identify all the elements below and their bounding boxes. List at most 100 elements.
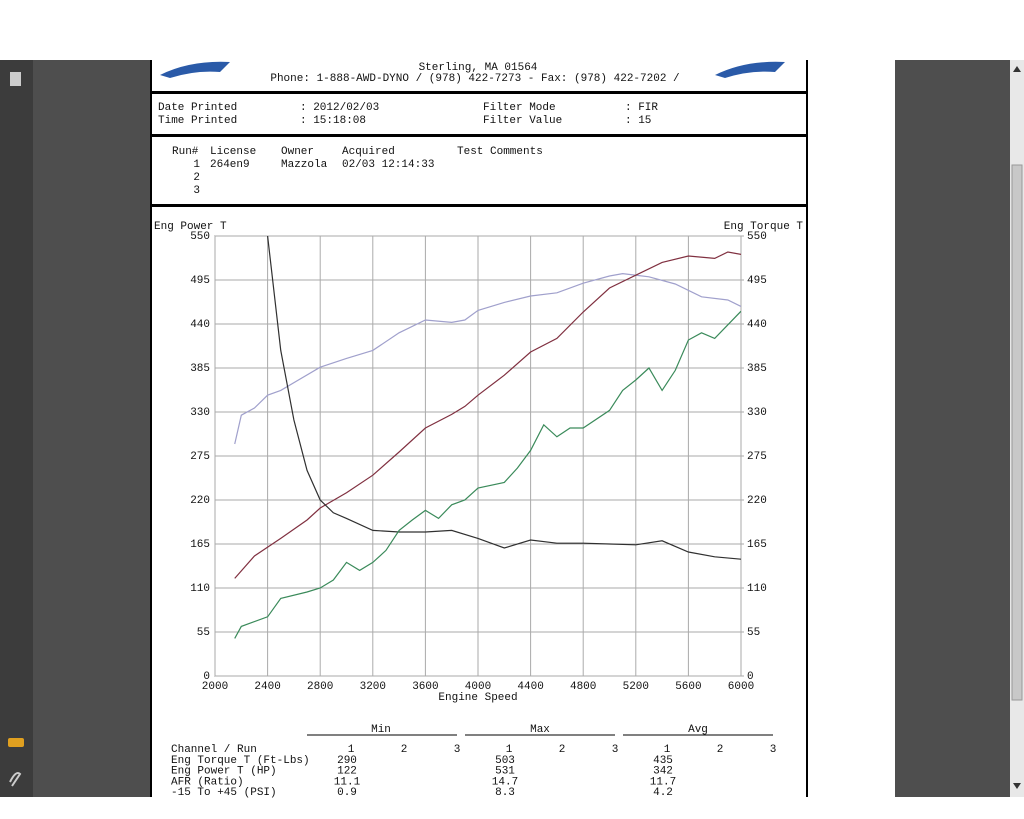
info-cell: : 2012/02/03: [300, 102, 379, 114]
run-cell: 2: [193, 172, 200, 184]
stats-group: Max: [530, 724, 550, 736]
run-number: 3: [770, 744, 777, 756]
channel-label: Eng Torque T (Ft-Lbs): [171, 755, 310, 767]
stats-group: Avg: [688, 724, 708, 736]
run-cell: 1: [193, 159, 200, 171]
stat-value: 503: [495, 755, 515, 767]
y2-tick-label: 0: [747, 671, 754, 683]
run-number: 2: [717, 744, 724, 756]
y2-tick-label: 495: [747, 275, 767, 287]
stat-value: 0.9: [337, 787, 357, 799]
info-cell: : 15: [625, 115, 651, 127]
y2-tick-label: 550: [747, 231, 767, 243]
info-cell: : FIR: [625, 102, 658, 114]
comments-icon[interactable]: [8, 738, 24, 747]
y2-tick-label: 330: [747, 407, 767, 419]
series-line: [234, 272, 741, 445]
y2-tick-label: 275: [747, 451, 767, 463]
stat-value: 290: [337, 755, 357, 767]
y-tick-label: 440: [190, 319, 210, 331]
run-number: 3: [454, 744, 461, 756]
x-axis-title: Engine Speed: [438, 692, 517, 704]
run-column-header: Test Comments: [457, 146, 543, 158]
x-tick-label: 4000: [465, 681, 491, 693]
sidebar: [0, 60, 33, 797]
y-axis-title: Eng Power T: [154, 221, 227, 233]
run-number: 1: [506, 744, 513, 756]
series-line: [234, 251, 741, 579]
y2-tick-label: 55: [747, 627, 760, 639]
divider: [151, 91, 808, 94]
x-tick-label: 4400: [517, 681, 543, 693]
stat-value: 14.7: [492, 776, 518, 788]
y-tick-label: 330: [190, 407, 210, 419]
x-tick-label: 5200: [623, 681, 649, 693]
stat-value: 4.2: [653, 787, 673, 799]
series-line: [234, 310, 741, 639]
channel-label: AFR (Ratio): [171, 776, 244, 788]
info-cell: Date Printed: [158, 102, 237, 114]
y-tick-label: 385: [190, 363, 210, 375]
divider: [151, 204, 808, 207]
y-tick-label: 110: [190, 583, 210, 595]
pages-icon[interactable]: [10, 72, 21, 86]
y-tick-label: 275: [190, 451, 210, 463]
run-number: 3: [612, 744, 619, 756]
stat-value: 122: [337, 766, 357, 778]
y2-tick-label: 110: [747, 583, 767, 595]
run-number: 2: [559, 744, 566, 756]
y-tick-label: 55: [197, 627, 210, 639]
info-cell: Filter Mode: [483, 102, 556, 114]
info-cell: Time Printed: [158, 115, 237, 127]
y2-tick-label: 385: [747, 363, 767, 375]
x-tick-label: 4800: [570, 681, 596, 693]
attach-icon[interactable]: [9, 772, 22, 787]
address: Sterling, MA 01564: [419, 62, 538, 74]
viewer-background: [33, 60, 150, 797]
phone: Phone: 1-888-AWD-DYNO / (978) 422-7273 -…: [270, 73, 679, 85]
run-column-header: License: [210, 146, 256, 158]
x-tick-label: 5600: [675, 681, 701, 693]
y2-axis-title: Eng Torque T: [724, 221, 804, 233]
stat-value: 342: [653, 766, 673, 778]
run-cell: 264en9: [210, 159, 250, 171]
stat-value: 435: [653, 755, 673, 767]
x-tick-label: 2400: [254, 681, 280, 693]
y2-tick-label: 165: [747, 539, 767, 551]
x-tick-label: 6000: [728, 681, 754, 693]
x-tick-label: 3600: [412, 681, 438, 693]
run-column-header: Run#: [172, 146, 199, 158]
run-cell: Mazzola: [281, 159, 328, 171]
x-tick-label: 3200: [360, 681, 386, 693]
y2-tick-label: 440: [747, 319, 767, 331]
run-cell: 02/03 12:14:33: [342, 159, 434, 171]
y-tick-label: 220: [190, 495, 210, 507]
y-tick-label: 550: [190, 231, 210, 243]
y-tick-label: 495: [190, 275, 210, 287]
info-cell: Filter Value: [483, 115, 562, 127]
info-cell: : 15:18:08: [300, 115, 366, 127]
run-number: 1: [664, 744, 671, 756]
stat-value: 8.3: [495, 787, 515, 799]
series-line: [267, 236, 741, 560]
channel-label: -15 To +45 (PSI): [171, 787, 277, 799]
y2-tick-label: 220: [747, 495, 767, 507]
stats-header: Channel / Run: [171, 744, 257, 756]
x-tick-label: 2000: [202, 681, 228, 693]
run-number: 1: [348, 744, 355, 756]
stat-value: 11.7: [650, 776, 676, 788]
run-cell: 3: [193, 185, 200, 197]
scroll-up[interactable]: [1013, 66, 1021, 72]
run-number: 2: [401, 744, 408, 756]
stat-value: 11.1: [334, 776, 361, 788]
x-tick-label: 2800: [307, 681, 333, 693]
stats-group: Min: [371, 724, 391, 736]
y-tick-label: 0: [203, 671, 210, 683]
scroll-thumb[interactable]: [1011, 164, 1023, 701]
y-tick-label: 165: [190, 539, 210, 551]
scroll-down[interactable]: [1013, 783, 1021, 789]
logo: [715, 61, 785, 78]
viewer-background: [895, 60, 1010, 797]
